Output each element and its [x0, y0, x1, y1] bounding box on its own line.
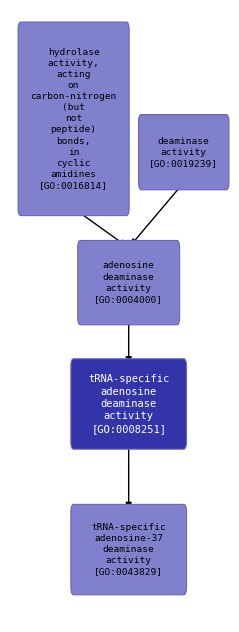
Text: deaminase
activity
[GO:0019239]: deaminase activity [GO:0019239] [149, 137, 218, 167]
FancyBboxPatch shape [139, 114, 229, 190]
Text: hydrolase
activity,
acting
on
carbon-nitrogen
(but
not
peptide)
bonds,
in
cyclic: hydrolase activity, acting on carbon-nit… [31, 48, 117, 190]
Text: tRNA-specific
adenosine-37
deaminase
activity
[GO:0043829]: tRNA-specific adenosine-37 deaminase act… [91, 523, 166, 576]
FancyBboxPatch shape [78, 240, 180, 325]
FancyBboxPatch shape [71, 359, 186, 449]
Text: adenosine
deaminase
activity
[GO:0004000]: adenosine deaminase activity [GO:0004000… [94, 262, 163, 304]
Text: tRNA-specific
adenosine
deaminase
activity
[GO:0008251]: tRNA-specific adenosine deaminase activi… [88, 374, 169, 434]
FancyBboxPatch shape [71, 504, 186, 595]
FancyBboxPatch shape [18, 22, 129, 216]
